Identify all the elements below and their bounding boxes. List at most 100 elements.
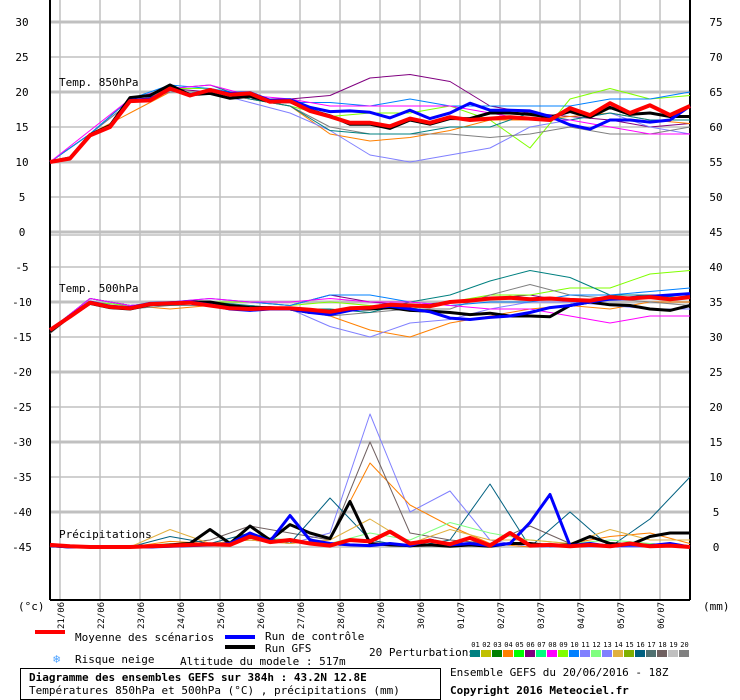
y-tick-label-left: 15	[15, 121, 28, 134]
member-swatch-16	[635, 650, 645, 657]
member-swatch-17	[646, 650, 656, 657]
x-tick-label: 03/07	[537, 602, 547, 629]
member-number: 02	[482, 641, 491, 649]
chart-subtitle: Températures 850hPa et 500hPa (°C) , pré…	[29, 684, 400, 697]
y-tick-label-left: 10	[15, 156, 28, 169]
snowflake-icon: ❄	[53, 652, 61, 666]
y-tick-label-left: 20	[15, 86, 28, 99]
y-tick-label-left: -5	[15, 261, 28, 274]
precip-mean-line	[49, 529, 691, 549]
member-swatch-12	[591, 650, 601, 657]
member-number: 01	[471, 641, 480, 649]
y-tick-label-right: 40	[709, 261, 722, 274]
t500-perturbation-04-line	[49, 298, 690, 338]
x-tick-label: 29/06	[377, 602, 387, 629]
member-swatch-05	[514, 650, 524, 657]
member-swatch-02	[481, 650, 491, 657]
legend-gfs-swatch	[225, 645, 255, 649]
x-tick-label: 06/07	[657, 602, 667, 629]
panel-label-t850: Temp. 850hPa	[59, 76, 138, 89]
x-tick-label: 30/06	[417, 602, 427, 629]
y-tick-label-left: 0	[19, 226, 26, 239]
member-swatch-11	[580, 650, 590, 657]
y-tick-label-right: 35	[709, 296, 722, 309]
t850-perturbation-06-line	[49, 74, 691, 163]
legend-gfs-label: Run GFS	[265, 642, 312, 655]
legend-control-label: Run de contrôle	[265, 630, 365, 643]
y-tick-label-left: -15	[12, 331, 32, 344]
member-number: 03	[493, 641, 502, 649]
x-tick-label: 27/06	[297, 602, 307, 629]
member-number: 05	[515, 641, 524, 649]
member-number: 18	[658, 641, 667, 649]
x-tick-label: 22/06	[97, 602, 107, 629]
y-tick-label-right: 75	[709, 16, 722, 29]
member-number: 14	[614, 641, 623, 649]
member-swatch-03	[492, 650, 502, 657]
member-swatch-06	[525, 650, 535, 657]
member-number: 11	[581, 641, 590, 649]
member-swatch-19	[668, 650, 678, 657]
member-number: 20	[680, 641, 689, 649]
member-number: 07	[537, 641, 546, 649]
y-tick-label-left: -25	[12, 401, 32, 414]
y-tick-label-left: 25	[15, 51, 28, 64]
x-tick-label: 02/07	[497, 602, 507, 629]
member-number: 17	[647, 641, 656, 649]
member-number: 04	[504, 641, 513, 649]
chart-title: Diagramme des ensembles GEFS sur 384h : …	[29, 671, 367, 684]
right-unit-label: (mm)	[703, 600, 730, 613]
y-tick-label-left: -35	[12, 471, 32, 484]
member-swatch-14	[613, 650, 623, 657]
title-box: Diagramme des ensembles GEFS sur 384h : …	[20, 668, 441, 700]
legend-snow-label: Risque neige	[75, 653, 155, 666]
x-tick-label: 05/07	[617, 602, 627, 629]
t500-mean-line	[48, 295, 691, 332]
x-tick-label: 04/07	[577, 602, 587, 629]
y-tick-label-left: -40	[12, 506, 32, 519]
y-tick-label-right: 50	[709, 191, 722, 204]
y-tick-label-right: 25	[709, 366, 722, 379]
x-tick-label: 24/06	[177, 602, 187, 629]
legend-mean-swatch	[35, 630, 65, 634]
precip-perturbation-04-line	[50, 462, 691, 548]
member-number: 15	[625, 641, 634, 649]
y-tick-label-right: 30	[709, 331, 722, 344]
y-tick-label-right: 55	[709, 156, 722, 169]
member-swatch-20	[679, 650, 689, 657]
run-label: Ensemble GEFS du 20/06/2016 - 18Z	[450, 666, 669, 679]
member-number: 10	[570, 641, 579, 649]
y-tick-label-right: 60	[709, 121, 722, 134]
member-swatch-09	[558, 650, 568, 657]
member-swatch-18	[657, 650, 667, 657]
y-tick-label-right: 10	[709, 471, 722, 484]
member-swatch-01	[470, 650, 480, 657]
x-tick-label: 25/06	[217, 602, 227, 629]
y-tick-label-right: 65	[709, 86, 722, 99]
member-swatch-08	[547, 650, 557, 657]
member-number: 16	[636, 641, 645, 649]
member-number: 06	[526, 641, 535, 649]
member-swatch-10	[569, 650, 579, 657]
member-swatch-15	[624, 650, 634, 657]
y-tick-label-left: -10	[12, 296, 32, 309]
y-tick-label-right: 20	[709, 401, 722, 414]
member-number: 13	[603, 641, 612, 649]
y-tick-label-right: 15	[709, 436, 722, 449]
x-tick-label: 26/06	[257, 602, 267, 629]
y-tick-label-left: 30	[15, 16, 28, 29]
legend-mean-label: Moyenne des scénarios	[75, 631, 215, 644]
y-tick-label-left: -45	[12, 541, 32, 554]
member-number: 09	[559, 641, 568, 649]
member-number: 12	[592, 641, 601, 649]
y-tick-label-right: 45	[709, 226, 722, 239]
x-tick-label: 21/06	[57, 602, 67, 629]
member-swatch-13	[602, 650, 612, 657]
member-swatch-04	[503, 650, 513, 657]
x-tick-label: 01/07	[457, 602, 467, 629]
altitude-label: Altitude du modele : 517m	[180, 655, 346, 668]
member-number: 19	[669, 641, 678, 649]
y-tick-label-right: 5	[713, 506, 720, 519]
member-swatch-07	[536, 650, 546, 657]
